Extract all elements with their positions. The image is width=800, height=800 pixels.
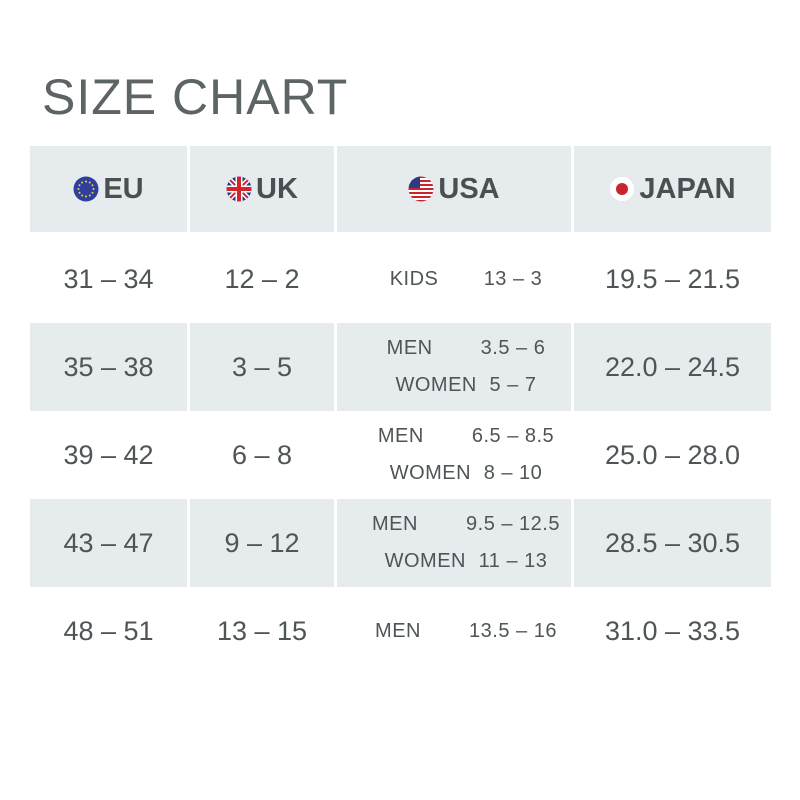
eu-cell: 35 – 38 — [30, 323, 187, 411]
uk-flag-icon — [226, 176, 252, 202]
usa-value: 11 – 13 — [478, 550, 548, 572]
header-eu-label: EU — [103, 172, 144, 205]
usa-value: 6.5 – 8.5 — [471, 425, 555, 447]
usa-cell: MEN 3.5 – 6 WOMEN 5 – 7 — [337, 323, 571, 411]
usa-line: MEN 6.5 – 8.5 — [378, 425, 554, 448]
japan-cell: 28.5 – 30.5 — [574, 499, 771, 587]
usa-line: MEN 3.5 – 6 — [387, 337, 546, 360]
japan-cell: 22.0 – 24.5 — [574, 323, 771, 411]
usa-value: 5 – 7 — [489, 374, 537, 396]
table-row: 43 – 47 9 – 12 MEN 9.5 – 12.5 WOMEN 11 –… — [30, 499, 771, 587]
usa-value: 8 – 10 — [483, 462, 543, 484]
table-row: 31 – 34 12 – 2 KIDS 13 – 3 19.5 – 21.5 — [30, 235, 771, 323]
usa-line: MEN 9.5 – 12.5 — [372, 513, 560, 536]
header-usa-label: USA — [438, 172, 500, 205]
usa-group: MEN — [372, 513, 418, 535]
uk-cell: 13 – 15 — [216, 615, 308, 646]
uk-cell: 12 – 2 — [224, 263, 300, 294]
japan-cell: 25.0 – 28.0 — [604, 439, 741, 470]
usa-value: 13 – 3 — [483, 267, 543, 290]
header-row: EU UK — [30, 146, 771, 232]
header-uk-label: UK — [256, 172, 298, 205]
usa-group: WOMEN — [395, 374, 477, 396]
eu-cell: 39 – 42 — [63, 439, 154, 470]
usa-cell: KIDS 13 – 3 — [337, 235, 571, 323]
uk-cell: 3 – 5 — [190, 323, 334, 411]
table-row: 35 – 38 3 – 5 MEN 3.5 – 6 WOMEN 5 – 7 22… — [30, 323, 771, 411]
usa-line: KIDS 13 – 3 — [390, 268, 543, 291]
eu-flag-icon — [73, 176, 99, 202]
usa-line: MEN 13.5 – 16 — [375, 620, 557, 643]
usa-group: MEN — [377, 425, 424, 447]
usa-group: MEN — [386, 337, 433, 359]
table-row: 39 – 42 6 – 8 MEN 6.5 – 8.5 WOMEN 8 – 10… — [30, 411, 771, 499]
usa-value: 13.5 – 16 — [469, 619, 557, 642]
usa-value: 9.5 – 12.5 — [466, 513, 560, 535]
table-row: 48 – 51 13 – 15 MEN 13.5 – 16 31.0 – 33.… — [30, 587, 771, 675]
eu-cell: 48 – 51 — [63, 615, 154, 646]
usa-flag-icon — [408, 176, 434, 202]
eu-cell: 31 – 34 — [63, 263, 154, 294]
uk-cell: 9 – 12 — [190, 499, 334, 587]
usa-group: MEN — [375, 619, 421, 642]
header-japan-label: JAPAN — [639, 172, 736, 205]
usa-line: WOMEN 5 – 7 — [396, 374, 537, 397]
header-eu: EU — [30, 146, 187, 232]
eu-cell: 43 – 47 — [30, 499, 187, 587]
header-japan: JAPAN — [574, 146, 771, 232]
size-table: EU UK — [30, 146, 771, 675]
usa-group: WOMEN — [389, 462, 472, 484]
usa-group: WOMEN — [384, 550, 467, 572]
usa-group: KIDS — [389, 267, 439, 290]
header-uk: UK — [190, 146, 334, 232]
usa-cell: MEN 6.5 – 8.5 WOMEN 8 – 10 — [337, 411, 571, 499]
usa-line: WOMEN 11 – 13 — [385, 550, 548, 573]
japan-flag-icon — [609, 176, 636, 202]
japan-cell: 19.5 – 21.5 — [604, 263, 741, 294]
uk-cell: 6 – 8 — [231, 439, 293, 470]
usa-cell: MEN 13.5 – 16 — [337, 587, 571, 675]
usa-line: WOMEN 8 – 10 — [390, 462, 543, 485]
page-title: SIZE CHART — [42, 69, 349, 125]
usa-cell: MEN 9.5 – 12.5 WOMEN 11 – 13 — [337, 499, 571, 587]
header-usa: USA — [337, 146, 571, 232]
usa-value: 3.5 – 6 — [480, 337, 546, 359]
japan-cell: 31.0 – 33.5 — [604, 615, 741, 646]
